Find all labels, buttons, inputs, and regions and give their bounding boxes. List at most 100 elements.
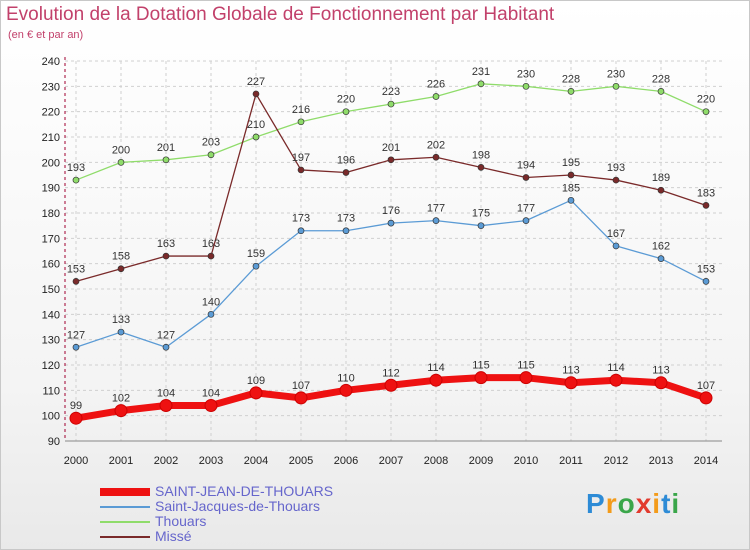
series-3-data-label: 202 bbox=[427, 139, 445, 151]
series-3-data-label: 195 bbox=[562, 157, 580, 169]
series-1-data-label: 185 bbox=[562, 182, 580, 194]
x-tick-label: 2012 bbox=[604, 455, 628, 467]
series-0-data-label: 104 bbox=[157, 388, 175, 400]
series-1-point-2011 bbox=[567, 196, 575, 204]
series-0-data-label: 107 bbox=[697, 380, 715, 392]
series-3-data-label: 197 bbox=[292, 152, 310, 164]
series-0-point-2006 bbox=[339, 383, 353, 397]
series-3-point-2007 bbox=[387, 156, 395, 164]
x-tick-label: 2003 bbox=[199, 455, 223, 467]
legend-label-3: Missé bbox=[155, 528, 192, 544]
series-2-point-2002 bbox=[162, 156, 170, 164]
series-1-point-2013 bbox=[657, 255, 665, 262]
series-3-data-label: 158 bbox=[112, 251, 130, 263]
series-0-point-2001 bbox=[114, 404, 128, 418]
series-0-data-label: 107 bbox=[292, 380, 310, 392]
x-tick-label: 2014 bbox=[694, 455, 718, 467]
series-0-data-label: 114 bbox=[607, 362, 625, 374]
legend-swatch-3 bbox=[100, 536, 150, 538]
series-3-point-2010 bbox=[522, 174, 530, 181]
series-1-data-label: 177 bbox=[427, 203, 445, 215]
series-0-data-label: 115 bbox=[517, 360, 535, 372]
y-tick-label: 140 bbox=[42, 309, 60, 321]
series-3-point-2011 bbox=[567, 171, 575, 179]
series-0-point-2007 bbox=[384, 378, 398, 392]
series-3-data-label: 183 bbox=[697, 187, 715, 199]
series-1-point-2009 bbox=[477, 222, 485, 230]
series-3-point-2002 bbox=[162, 252, 170, 260]
y-tick-label: 160 bbox=[42, 259, 60, 271]
series-0-point-2008 bbox=[429, 373, 443, 387]
x-tick-label: 2013 bbox=[649, 455, 673, 467]
series-1-data-label: 140 bbox=[202, 296, 220, 308]
series-1-data-label: 176 bbox=[382, 205, 400, 217]
series-2-point-2007 bbox=[387, 100, 395, 108]
series-2-point-2004 bbox=[252, 133, 260, 141]
series-1-point-2010 bbox=[522, 217, 530, 224]
series-3-data-label: 163 bbox=[202, 238, 220, 250]
series-3-data-label: 193 bbox=[607, 162, 625, 174]
series-0-point-2003 bbox=[204, 399, 218, 413]
series-3-point-2013 bbox=[657, 186, 665, 194]
series-2-data-label: 210 bbox=[247, 119, 265, 131]
series-1-point-2012 bbox=[612, 242, 620, 250]
x-tick-label: 2010 bbox=[514, 455, 538, 467]
series-2-point-2014 bbox=[702, 108, 710, 116]
series-2-point-2012 bbox=[612, 82, 620, 90]
y-tick-label: 170 bbox=[42, 233, 60, 245]
series-2-data-label: 193 bbox=[67, 162, 85, 174]
y-tick-label: 230 bbox=[42, 81, 60, 93]
series-2-point-2005 bbox=[297, 118, 305, 126]
series-0-point-2010 bbox=[519, 371, 533, 385]
series-1-point-2002 bbox=[162, 343, 170, 351]
series-1-data-label: 127 bbox=[67, 329, 85, 341]
series-1-point-2008 bbox=[432, 217, 440, 224]
x-tick-label: 2000 bbox=[64, 455, 88, 467]
series-1-data-label: 153 bbox=[697, 263, 715, 275]
series-0-point-2009 bbox=[474, 371, 488, 385]
x-tick-label: 2001 bbox=[109, 455, 133, 467]
series-0-point-2000 bbox=[69, 411, 83, 425]
y-tick-label: 120 bbox=[42, 360, 60, 372]
series-2-point-2009 bbox=[477, 80, 485, 88]
y-tick-label: 200 bbox=[42, 157, 60, 169]
series-3-point-2005 bbox=[297, 166, 305, 174]
legend-label-0: SAINT-JEAN-DE-THOUARS bbox=[155, 483, 334, 499]
legend-label-1: Saint-Jacques-de-Thouars bbox=[155, 498, 320, 514]
chart-title: Evolution de la Dotation Globale de Fonc… bbox=[6, 4, 555, 25]
series-3-point-2008 bbox=[432, 153, 440, 161]
series-1-point-2004 bbox=[252, 262, 260, 270]
series-2-data-label: 220 bbox=[337, 94, 355, 106]
logo-letter: t bbox=[661, 488, 672, 519]
x-tick-label: 2011 bbox=[559, 455, 583, 467]
y-tick-label: 220 bbox=[42, 107, 60, 119]
series-0-point-2004 bbox=[249, 386, 263, 400]
logo-letter: r bbox=[605, 488, 618, 519]
y-tick-label: 180 bbox=[42, 208, 60, 220]
x-tick-label: 2006 bbox=[334, 455, 358, 467]
series-2-point-2011 bbox=[567, 88, 575, 95]
legend-swatch-0 bbox=[100, 488, 150, 496]
series-2-data-label: 230 bbox=[607, 68, 625, 80]
series-2-point-2008 bbox=[432, 93, 440, 100]
series-3-data-label: 196 bbox=[337, 154, 355, 166]
series-0-data-label: 115 bbox=[472, 360, 490, 372]
y-tick-label: 240 bbox=[42, 56, 60, 68]
series-2-data-label: 230 bbox=[517, 68, 535, 80]
series-3-data-label: 194 bbox=[517, 160, 535, 172]
series-2-point-2003 bbox=[207, 151, 215, 159]
logo-letter: x bbox=[635, 488, 653, 519]
series-1-point-2006 bbox=[342, 227, 350, 235]
series-3-point-2001 bbox=[117, 265, 125, 273]
logo-letter: i bbox=[671, 488, 681, 519]
series-1-point-2014 bbox=[702, 278, 710, 285]
series-1-data-label: 175 bbox=[472, 208, 490, 220]
series-1-point-2007 bbox=[387, 219, 395, 227]
series-1-data-label: 127 bbox=[157, 329, 175, 341]
series-3-point-2000 bbox=[72, 278, 80, 285]
x-tick-label: 2004 bbox=[244, 455, 268, 467]
series-0-data-label: 102 bbox=[112, 393, 130, 405]
legend-label-2: Thouars bbox=[155, 513, 207, 529]
series-1-point-2001 bbox=[117, 328, 125, 336]
